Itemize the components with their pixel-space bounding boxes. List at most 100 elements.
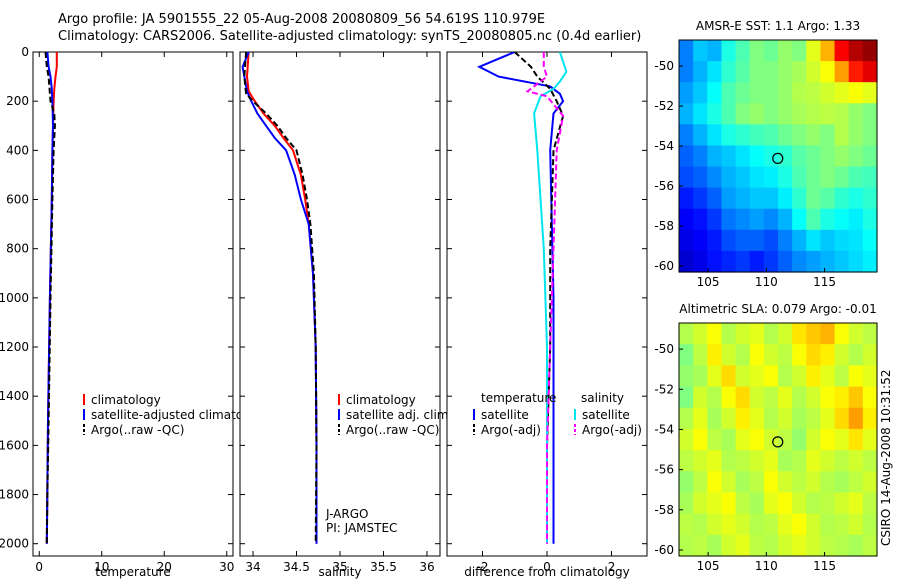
temperature-ytick-label: 1800 bbox=[0, 488, 29, 502]
sla_map-cell bbox=[834, 428, 850, 451]
sst_map-cell bbox=[848, 82, 864, 104]
sst_map-cell bbox=[820, 103, 836, 125]
sla_map-cell bbox=[707, 323, 723, 345]
sla_map-axes-box bbox=[678, 322, 878, 557]
sla_map-cell bbox=[834, 407, 850, 430]
sst_map-cell bbox=[763, 103, 779, 125]
sst_map-xtick-label: 110 bbox=[755, 275, 778, 289]
sst_map-cell bbox=[707, 208, 723, 231]
salinity-axes-box bbox=[239, 51, 441, 557]
sst_map-cell bbox=[735, 103, 751, 125]
sla_map-cell bbox=[749, 344, 765, 366]
sst_map-cell bbox=[848, 124, 864, 147]
sst_map-cell bbox=[735, 187, 751, 210]
temperature-xtick-label: 10 bbox=[94, 560, 109, 574]
temperature-ytick-label: 0 bbox=[21, 45, 29, 59]
sst_map-cell bbox=[735, 229, 751, 252]
sst_map-cell bbox=[862, 187, 878, 210]
sst_map-cell bbox=[820, 82, 836, 104]
sst_map-cell bbox=[693, 250, 708, 273]
sla_map-cell bbox=[721, 513, 737, 536]
sst_map-cell bbox=[693, 166, 708, 189]
sst_map-cell bbox=[693, 82, 708, 104]
sst_map-cell bbox=[862, 61, 878, 83]
sla_map-cell bbox=[707, 344, 723, 366]
sst_map-cell bbox=[721, 166, 737, 189]
salinity-legend-item-label: satellite adj. clim. bbox=[346, 408, 452, 422]
sla_map-cell bbox=[848, 386, 864, 409]
sst_map-cell bbox=[778, 145, 793, 168]
sst_map-cell bbox=[749, 166, 765, 189]
sst_map-cell bbox=[806, 166, 822, 189]
sst_map-cell bbox=[848, 166, 864, 189]
sst_map-cell bbox=[806, 250, 822, 273]
sla_map-cell bbox=[679, 386, 694, 409]
sst_map-cell bbox=[778, 124, 793, 147]
sst_map-cell bbox=[693, 187, 708, 210]
sst_map-cell bbox=[735, 82, 751, 104]
sla_map-cell bbox=[679, 428, 694, 451]
sla_map-cell bbox=[834, 492, 850, 515]
sst_map-ytick-label: -60 bbox=[654, 259, 674, 273]
sst_map-cell bbox=[834, 166, 850, 189]
chart-title-line1: Argo profile: JA 5901555_22 05-Aug-2008 … bbox=[58, 12, 546, 27]
sla_map-cell bbox=[792, 344, 807, 366]
sla_map-cell bbox=[763, 323, 779, 345]
difference-xtick-label: 0 bbox=[543, 560, 551, 574]
sla_map-cell bbox=[763, 513, 779, 536]
temperature-series-argo-raw-qc- bbox=[44, 52, 56, 544]
sla_map-cell bbox=[749, 428, 765, 451]
sla_map-cell bbox=[693, 323, 708, 345]
sst_map-cell bbox=[707, 250, 723, 273]
sla_map-cell bbox=[693, 492, 708, 515]
sst_map-cell bbox=[820, 145, 836, 168]
sst_map-cell bbox=[763, 187, 779, 210]
difference-series-salinity-satellite bbox=[533, 52, 568, 544]
sla_map-cell bbox=[848, 428, 864, 451]
sst_map-ytick-label: -58 bbox=[654, 219, 674, 233]
sla_map-cell bbox=[792, 513, 807, 536]
sst_map-cell bbox=[735, 208, 751, 231]
sst_map-xtick-label: 105 bbox=[697, 275, 720, 289]
sla_map-cell bbox=[763, 428, 779, 451]
sla_map-cell bbox=[693, 450, 708, 472]
sla_map-cell bbox=[735, 323, 751, 345]
sla_map-cell bbox=[749, 386, 765, 409]
sst_map-cell bbox=[679, 61, 694, 83]
sla_map-cell bbox=[693, 386, 708, 409]
sla_map-title: Altimetric SLA: 0.079 Argo: -0.01 bbox=[679, 302, 876, 316]
sst_map-cell bbox=[820, 208, 836, 231]
sla_map-cell bbox=[848, 471, 864, 494]
sst_map-cell bbox=[820, 61, 836, 83]
sla_map-cell bbox=[820, 450, 836, 472]
sst_map-cell bbox=[792, 124, 807, 147]
sla_map-cell bbox=[806, 386, 822, 409]
sla_map-cell bbox=[792, 492, 807, 515]
sla_map-cell bbox=[862, 407, 878, 430]
sst_map-xtick-label: 115 bbox=[813, 275, 836, 289]
sla_map-cell bbox=[820, 534, 836, 557]
sla_map-cell bbox=[679, 407, 694, 430]
sst_map-cell bbox=[749, 124, 765, 147]
sst_map-cell bbox=[834, 208, 850, 231]
sla_map-cell bbox=[862, 386, 878, 409]
sla_map-cell bbox=[778, 344, 793, 366]
sla_map-cell bbox=[693, 407, 708, 430]
sla_map-ytick-label: -50 bbox=[654, 342, 674, 356]
sla_map-cell bbox=[707, 492, 723, 515]
sla_map-cell bbox=[834, 471, 850, 494]
difference-legend-item-label: Argo(-adj) bbox=[582, 423, 642, 437]
sst_map-cell bbox=[778, 166, 793, 189]
sla_map-cell bbox=[707, 365, 723, 388]
sst_map-cell bbox=[763, 208, 779, 231]
sla_map-cell bbox=[721, 492, 737, 515]
sst_map-cell bbox=[735, 250, 751, 273]
sla_map-cell bbox=[749, 365, 765, 388]
sla_map-cell bbox=[792, 428, 807, 451]
sla_map-cell bbox=[763, 492, 779, 515]
sst_map-cell bbox=[707, 103, 723, 125]
sst_map-cell bbox=[679, 124, 694, 147]
sst_map-cell bbox=[862, 103, 878, 125]
temperature-panel: 0 10 20 30 0 200 400 600 800 1000 1200 1400 1600 1800… bbox=[0, 45, 269, 579]
